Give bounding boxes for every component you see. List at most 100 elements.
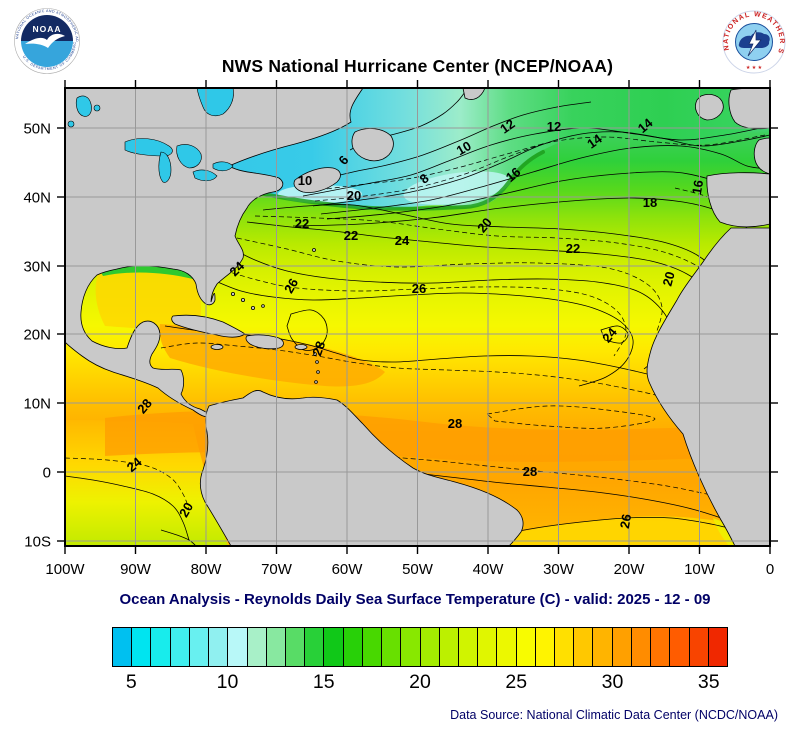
longitude-label: 0 xyxy=(766,561,774,578)
longitude-label: 80W xyxy=(191,561,223,578)
lake-manitoba xyxy=(93,104,101,112)
contour-value-label: 20 xyxy=(347,188,361,203)
contour-line xyxy=(319,101,592,181)
contour-value-label: 26 xyxy=(281,276,301,296)
colorbar-cell xyxy=(516,628,536,666)
colorbar-cell xyxy=(670,628,690,666)
latitude-label: 40N xyxy=(23,190,51,207)
map-area: 10 20 6 8 10 12 12 14 14 16 16 18 20 20 22 22 22 24 24 24 26… xyxy=(10,76,790,586)
longitude-label: 20W xyxy=(614,561,646,578)
data-source-footer: Data Source: National Climatic Data Cent… xyxy=(450,708,778,722)
caribbean-warm-pool xyxy=(159,324,385,387)
colorbar-cell xyxy=(362,628,383,666)
contour-value-label: 10 xyxy=(298,173,312,188)
contour-value-label: 18 xyxy=(643,195,657,210)
contour-line xyxy=(286,309,328,351)
axis-layer: 100W 90W 80W 70W 60W 50W 40W 30W 20W 10W 0 50N 40N 30… xyxy=(23,80,778,578)
contour-value-label: 26 xyxy=(412,281,426,296)
colorbar-cell xyxy=(228,628,248,666)
jamaica-island xyxy=(210,344,224,350)
nws-lightning-icon xyxy=(747,29,762,57)
contour-line xyxy=(320,145,770,215)
colorbar-cell xyxy=(247,628,267,666)
colorbar-cell xyxy=(574,628,594,666)
nws-stars: ★ ★ ★ xyxy=(746,65,763,71)
noaa-logo: NATIONAL OCEANIC AND ATMOSPHERIC ADMINIS… xyxy=(14,8,80,74)
colorbar-tick-label: 10 xyxy=(216,671,239,693)
map-caption: Ocean Analysis - Reynolds Daily Sea Surf… xyxy=(119,591,711,608)
southeast-yellow-water xyxy=(465,516,770,546)
latitude-label: 10N xyxy=(23,396,51,413)
africa-landmass xyxy=(646,227,770,546)
colorbar-tick-label: 35 xyxy=(697,671,720,693)
colorbar-cell xyxy=(113,628,133,666)
latitude-label: 0 xyxy=(43,465,51,482)
map-frame xyxy=(64,87,771,547)
contour-value-label: 22 xyxy=(566,241,580,256)
lesser-antilles-island xyxy=(316,370,320,374)
colorbar-cell xyxy=(458,628,479,666)
lesser-antilles-island xyxy=(314,380,318,384)
nova-scotia xyxy=(293,167,341,193)
colorbar-cell xyxy=(555,628,575,666)
newfoundland-island xyxy=(351,128,394,162)
colorbar-cell xyxy=(382,628,402,666)
iberia-landmass xyxy=(706,172,770,228)
lake-ontario xyxy=(212,161,234,172)
longitude-label: 100W xyxy=(45,561,85,578)
longitude-label: 30W xyxy=(543,561,575,578)
contour-line xyxy=(65,475,190,541)
contour-value-label: 26 xyxy=(617,513,634,530)
contour-value-label: 28 xyxy=(448,416,462,431)
contour-line xyxy=(312,131,770,207)
contour-value-label: 12 xyxy=(497,116,517,137)
contour-value-label: 28 xyxy=(523,464,537,479)
colorbar-cell xyxy=(266,628,286,666)
page-title: NWS National Hurricane Center (NCEP/NOAA… xyxy=(221,56,614,76)
small-lake xyxy=(67,120,75,128)
contour-value-label: 12 xyxy=(547,119,561,134)
bahamas-island xyxy=(240,297,245,302)
latitude-label: 50N xyxy=(23,121,51,138)
cuba-island xyxy=(171,314,246,338)
contour-value-label: 22 xyxy=(295,216,309,231)
lesser-antilles-island xyxy=(315,360,319,364)
contour-value-label: 20 xyxy=(176,500,196,520)
grid-layer xyxy=(64,88,771,546)
contour-value-label: 10 xyxy=(454,138,474,158)
bahamas-island xyxy=(261,304,265,308)
noaa-logo-sea xyxy=(21,41,73,67)
lake-michigan xyxy=(158,151,172,183)
colorbar-cell xyxy=(189,628,210,666)
colorbar-cell xyxy=(170,628,190,666)
contour-value-label: 24 xyxy=(395,233,410,248)
bahamas-island xyxy=(230,291,235,296)
ireland-island xyxy=(695,94,724,121)
colorbar-cell xyxy=(401,628,421,666)
colorbar-cell xyxy=(132,628,152,666)
colorbar-tick-label: 25 xyxy=(505,671,528,693)
contour-line-dashed xyxy=(486,405,656,429)
colorbar-cell xyxy=(285,628,306,666)
colorbar-tick-label: 5 xyxy=(125,671,137,693)
contour-value-label: 16 xyxy=(689,179,706,196)
bermuda-island xyxy=(312,248,316,252)
lake-erie xyxy=(192,169,218,182)
longitude-label: 60W xyxy=(332,561,364,578)
colorbar-cell xyxy=(593,628,613,666)
contour-line-dashed xyxy=(236,237,663,335)
colorbar-cell xyxy=(631,628,652,666)
bahamas-island xyxy=(250,305,255,310)
colorbar-cell xyxy=(651,628,671,666)
france-coast xyxy=(753,137,770,175)
contour-value-label: 20 xyxy=(660,270,678,288)
contour-line-dashed xyxy=(65,457,190,510)
colorbar-tick-label: 15 xyxy=(312,671,335,693)
noaa-seagull-icon xyxy=(25,33,65,48)
lake-winnipeg xyxy=(75,95,92,117)
contour-line-dashed xyxy=(250,455,766,504)
longitude-label: 40W xyxy=(473,561,505,578)
colorbar-cell xyxy=(324,628,344,666)
colorbar-cell xyxy=(420,628,440,666)
hispaniola-island xyxy=(245,334,284,350)
